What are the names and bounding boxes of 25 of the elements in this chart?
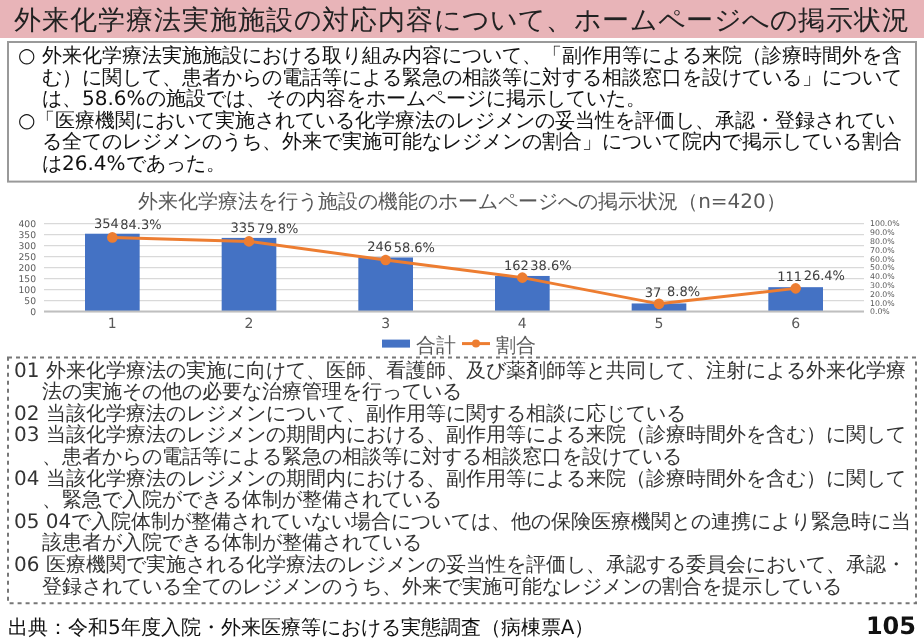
text: 05 04で入院体制が整備されていない場合については、他の保険医療機関との連携により緊急時に当該患者が入院できる体制が整備されている: [14, 509, 912, 556]
text: 03 当該化学療法のレジメンの期間内における、副作用等による来院（診療時間外を含む）に関して、患者からの電話等による緊急の相談等に対する相談窓口を設けている: [14, 423, 906, 469]
text: 04 当該化学療法のレジメンの期間内における、副作用等による来院（診療時間外を含む）に関して、緊急で入院ができる体制が整備されている: [14, 466, 906, 513]
text: 06 医療機関で実施される化学療法のレジメンの妥当性を評価し、承認する委員会において、承認・登録されている全てのレジメンのうち、外来で実施可能なレジメンの割合を提示している: [14, 553, 906, 599]
point: [380, 254, 391, 266]
bar: [358, 257, 413, 312]
chart-title: 外来化学療法実施施設の対応内容について、ホームページへの掲示状況: [14, 5, 910, 37]
text: ○「医療機関において実施されている化学療法のレジメンの妥当性を評価し、承認・登録されている全てのレジメンのうち、外来で実施可能なレジメンの割合」について院内で掲示している割合は26.4%であった。: [18, 108, 902, 176]
source-note: 出典：令和5年度入院・外来医療等における実態調査（病棟票A）: [8, 616, 595, 640]
text: ○ 外来化学療法実施施設における取り組み内容について、「副作用等による来院（診療時間外を含む）に関して、患者からの電話等による緊急の相談等に対する相談窓口を設けている」については、58.6%の施設では、その内容をホームページに掲示していた。: [18, 44, 902, 112]
text: 105: [865, 612, 916, 640]
point: [517, 272, 528, 283]
text: 01 外来化学療法の実施に向けて、医師、看護師、及び薬剤師等と共同して、注射による外来化学療法の実施その他の必要な治療管理を行っている: [14, 358, 906, 405]
bar: [495, 275, 550, 312]
point: [107, 232, 118, 243]
bar: [221, 237, 277, 312]
chart-subtitle: 外来化学療法を行う施設の機能のホームページへの掲示状況（n=420）: [138, 189, 786, 214]
text: 02 当該化学療法のレジメンについて、副作用等に関する相談に応じている: [14, 401, 686, 426]
legend-label: 割合: [496, 333, 536, 358]
bar: [768, 287, 823, 312]
point: [243, 236, 255, 247]
point: [653, 298, 665, 310]
point: [790, 283, 801, 294]
legend-label: 合計: [416, 333, 456, 358]
bar: [85, 233, 140, 312]
